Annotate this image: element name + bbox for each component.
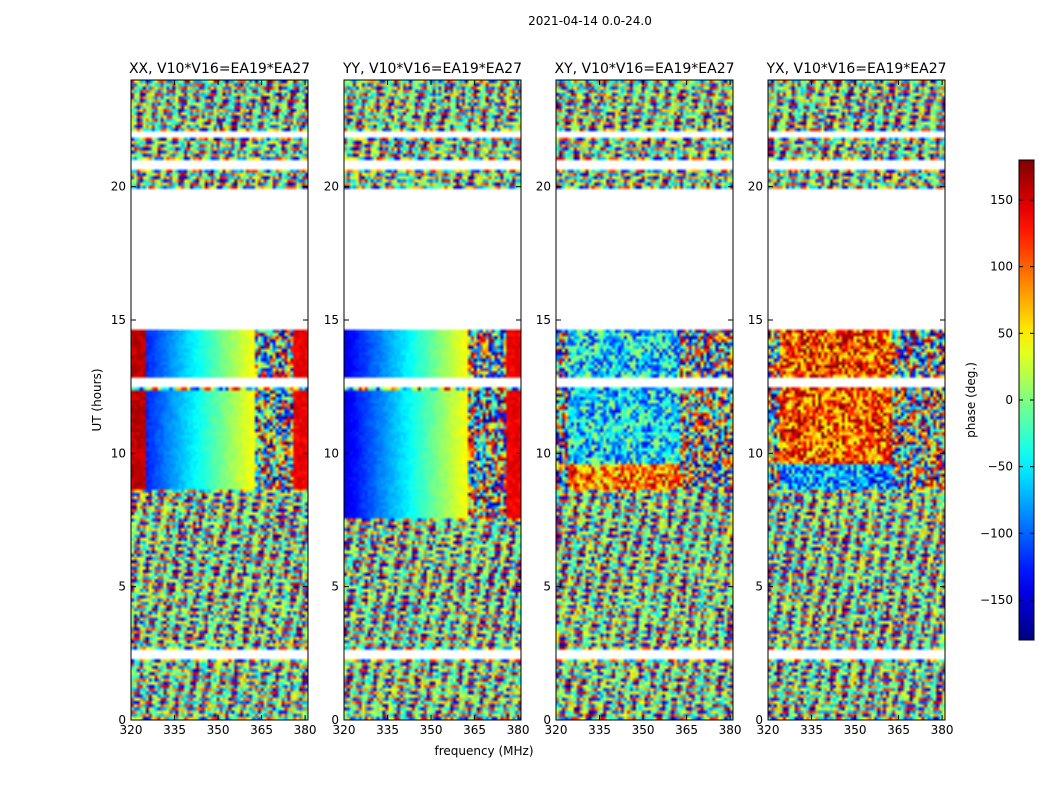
x-tick-label: 320 — [545, 723, 568, 737]
colorbar: −150 −100 −50 0 50 100 150 phase (deg.) — [964, 159, 1035, 641]
x-tick-label: 365 — [250, 723, 273, 737]
heatmap-image-yx — [768, 80, 945, 720]
x-tick-label: 335 — [800, 723, 823, 737]
x-tick-label: 350 — [844, 723, 867, 737]
x-tick-label: 365 — [675, 723, 698, 737]
x-tick-label: 350 — [632, 723, 655, 737]
panel-frame — [767, 79, 946, 721]
y-tick-label: 5 — [118, 580, 126, 594]
x-tick-label: 380 — [931, 723, 954, 737]
colorbar-tick-label: 0 — [1005, 393, 1013, 407]
x-tick-label: 365 — [463, 723, 486, 737]
y-tick-label: 20 — [748, 180, 763, 194]
heatmap-image-xx — [131, 80, 308, 720]
x-tick-label: 365 — [887, 723, 910, 737]
y-tick-label: 20 — [536, 180, 551, 194]
colorbar-tick-label: 50 — [998, 326, 1013, 340]
panel-xy: XY, V10*V16=EA19*EA27 320 335 350 365 380 0 5 10… — [536, 61, 742, 737]
x-tick-label: 320 — [120, 723, 143, 737]
panel-yy: YY, V10*V16=EA19*EA27 320 335 350 365 380 0 5 10… — [324, 61, 530, 737]
y-tick-label: 10 — [324, 446, 339, 460]
y-tick-label: 15 — [536, 313, 551, 327]
x-tick-label: 335 — [376, 723, 399, 737]
y-tick-label: 5 — [543, 580, 551, 594]
x-tick-label: 335 — [588, 723, 611, 737]
x-tick-label: 320 — [333, 723, 356, 737]
x-tick-label: 350 — [207, 723, 230, 737]
heatmap-image-xy — [556, 80, 733, 720]
y-tick-label: 20 — [324, 180, 339, 194]
panel-frame — [130, 79, 309, 721]
colorbar-tick-label: 100 — [990, 260, 1013, 274]
y-tick-label: 15 — [748, 313, 763, 327]
panel-xx: XX, V10*V16=EA19*EA27 320 335 350 365 380 0 5 10… — [111, 61, 317, 737]
y-tick-label: 0 — [331, 713, 339, 727]
y-tick-label: 5 — [755, 580, 763, 594]
y-tick-label: 0 — [543, 713, 551, 727]
x-tick-label: 320 — [757, 723, 780, 737]
x-tick-label: 335 — [163, 723, 186, 737]
x-tick-label: 380 — [719, 723, 742, 737]
y-tick-label: 15 — [111, 313, 126, 327]
y-tick-label: 15 — [324, 313, 339, 327]
heatmap-image-yy — [344, 80, 521, 720]
x-tick-label: 380 — [294, 723, 317, 737]
panel-title-yx: YX, V10*V16=EA19*EA27 — [765, 61, 946, 77]
y-tick-label: 20 — [111, 180, 126, 194]
figure-suptitle: 2021-04-14 0.0-24.0 — [528, 14, 652, 28]
colorbar-label: phase (deg.) — [964, 362, 978, 438]
panel-frame — [343, 79, 522, 721]
y-tick-label: 0 — [118, 713, 126, 727]
y-tick-label: 10 — [748, 446, 763, 460]
x-tick-label: 380 — [507, 723, 530, 737]
panel-title-xy: XY, V10*V16=EA19*EA27 — [554, 61, 734, 77]
colorbar-tick-label: −150 — [980, 593, 1013, 607]
colorbar-tick-label: 150 — [990, 193, 1013, 207]
panel-title-yy: YY, V10*V16=EA19*EA27 — [342, 61, 522, 77]
y-tick-label: 10 — [111, 446, 126, 460]
panel-title-xx: XX, V10*V16=EA19*EA27 — [129, 61, 310, 77]
colorbar-tick-label: −50 — [988, 460, 1013, 474]
colorbar-tick-label: −100 — [980, 526, 1013, 540]
y-tick-label: 10 — [536, 446, 551, 460]
panel-yx: YX, V10*V16=EA19*EA27 320 335 350 365 380 0 5 10… — [748, 61, 954, 737]
panels-group: XX, V10*V16=EA19*EA27 320 335 350 365 380 0 5 10… — [90, 61, 954, 758]
panel-frame — [555, 79, 734, 721]
y-tick-label: 5 — [331, 580, 339, 594]
y-axis-label: UT (hours) — [90, 368, 104, 431]
x-axis-label: frequency (MHz) — [434, 744, 533, 758]
colorbar-gradient — [1019, 160, 1034, 640]
x-tick-label: 350 — [420, 723, 443, 737]
y-tick-label: 0 — [755, 713, 763, 727]
